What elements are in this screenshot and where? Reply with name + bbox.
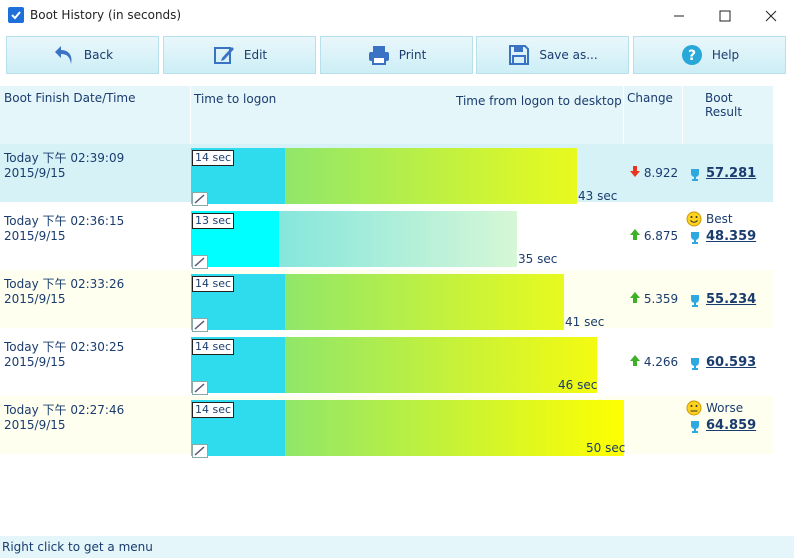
column-header: Boot Finish Date/Time Time to logon Time… (0, 86, 773, 144)
back-button[interactable]: Back (6, 36, 159, 74)
print-label: Print (398, 48, 427, 62)
desktop-bar (279, 211, 517, 267)
logon-seconds: 14 sec (192, 276, 235, 292)
toolbar: Back Edit Print Save as... ? Help (0, 32, 794, 78)
boot-result[interactable]: 64.859 (706, 418, 757, 433)
close-button[interactable] (748, 0, 794, 32)
desktop-bar (285, 400, 624, 456)
boot-result[interactable]: 55.234 (706, 292, 757, 307)
desktop-bar (285, 337, 597, 393)
boot-date-2: 2015/9/15 (4, 355, 66, 369)
table-row[interactable]: Today 下午 02:30:25 2015/9/15 14 sec 46 se… (0, 333, 773, 395)
change-value: 5.359 (630, 292, 678, 306)
trophy-icon (691, 232, 699, 244)
arrow-down-icon (630, 166, 640, 177)
window-title: Boot History (in seconds) (30, 8, 182, 22)
col-divider (682, 86, 683, 144)
maximize-button[interactable] (702, 0, 748, 32)
edit-row-icon[interactable] (192, 381, 208, 395)
total-seconds: 50 sec (586, 441, 626, 455)
logon-seconds: 13 sec (192, 213, 235, 229)
boot-date: Today 下午 02:27:46 (4, 403, 125, 417)
edit-button[interactable]: Edit (163, 36, 316, 74)
boot-date-2: 2015/9/15 (4, 418, 66, 432)
table-row[interactable]: Today 下午 02:39:09 2015/9/15 14 sec 43 se… (0, 144, 773, 206)
minimize-button[interactable] (656, 0, 702, 32)
col-logon[interactable]: Time to logon (194, 92, 277, 106)
back-label: Back (83, 48, 114, 62)
arrow-up-icon (630, 292, 640, 303)
table-row[interactable]: Today 下午 02:27:46 2015/9/15 14 sec 50 se… (0, 396, 773, 458)
col-change[interactable]: Change (627, 91, 673, 105)
edit-row-icon[interactable] (192, 444, 208, 458)
total-seconds: 35 sec (518, 252, 558, 266)
edit-row-icon[interactable] (192, 192, 208, 206)
svg-text:?: ? (688, 48, 696, 64)
logon-seconds: 14 sec (192, 150, 235, 166)
total-seconds: 46 sec (558, 378, 598, 392)
help-label: Help (711, 48, 740, 62)
sad-face-icon (686, 400, 702, 416)
change-value: 6.875 (630, 229, 678, 243)
desktop-bar (285, 148, 577, 204)
status-text: Right click to get a menu (2, 540, 153, 554)
boot-result[interactable]: 48.359 (706, 229, 757, 244)
logon-seconds: 14 sec (192, 402, 235, 418)
col-date[interactable]: Boot Finish Date/Time (4, 91, 136, 105)
trophy-icon (691, 421, 699, 433)
col-desktop[interactable]: Time from logon to desktop (456, 94, 622, 108)
col-divider (623, 86, 624, 144)
arrow-up-icon (630, 229, 640, 240)
floppy-disk-icon (509, 45, 530, 65)
boot-date-2: 2015/9/15 (4, 166, 66, 180)
boot-date: Today 下午 02:39:09 (4, 151, 125, 165)
logon-seconds: 14 sec (192, 339, 235, 355)
best-badge: Best (706, 212, 733, 226)
desktop-bar (285, 274, 564, 330)
edit-row-icon[interactable] (192, 318, 208, 332)
boot-date-2: 2015/9/15 (4, 229, 66, 243)
status-bar: Right click to get a menu (0, 536, 794, 558)
boot-result[interactable]: 57.281 (706, 166, 757, 181)
trophy-icon (691, 295, 699, 307)
worse-badge: Worse (706, 401, 744, 415)
edit-icon (213, 47, 234, 64)
change-number: 5.359 (643, 292, 679, 306)
boot-date-2: 2015/9/15 (4, 292, 66, 306)
edit-row-icon[interactable] (192, 255, 208, 269)
change-number: 8.922 (643, 166, 679, 180)
help-button[interactable]: ? Help (633, 36, 786, 74)
title-bar: Boot History (in seconds) (0, 0, 794, 32)
trophy-icon (691, 169, 699, 181)
back-arrow-icon (54, 46, 72, 64)
table-row[interactable]: Today 下午 02:33:26 2015/9/15 14 sec 41 se… (0, 270, 773, 332)
boot-result[interactable]: 60.593 (706, 355, 757, 370)
col-divider (190, 86, 191, 144)
app-check-icon (8, 7, 24, 23)
smiley-face-icon (686, 211, 702, 227)
change-number: 6.875 (643, 229, 679, 243)
boot-date: Today 下午 02:36:15 (4, 214, 125, 228)
edit-label: Edit (243, 48, 268, 62)
save-as-button[interactable]: Save as... (476, 36, 629, 74)
change-number: 4.266 (643, 355, 679, 369)
boot-date: Today 下午 02:30:25 (4, 340, 125, 354)
change-value: 4.266 (630, 355, 678, 369)
col-result[interactable]: Boot Result (705, 91, 743, 119)
boot-date: Today 下午 02:33:26 (4, 277, 125, 291)
total-seconds: 41 sec (565, 315, 605, 329)
print-button[interactable]: Print (320, 36, 473, 74)
change-value: 8.922 (630, 166, 678, 180)
trophy-icon (691, 358, 699, 370)
printer-icon (368, 46, 389, 65)
save-as-label: Save as... (539, 48, 598, 62)
total-seconds: 43 sec (578, 189, 618, 203)
table-row[interactable]: Today 下午 02:36:15 2015/9/15 13 sec 35 se… (0, 207, 773, 269)
help-icon: ? (681, 45, 702, 65)
arrow-up-icon (630, 355, 640, 366)
